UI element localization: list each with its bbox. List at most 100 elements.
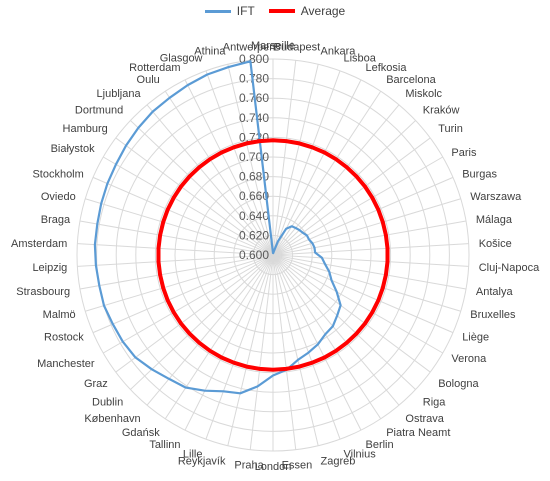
category-label: Cluj-Napoca <box>479 262 540 274</box>
grid-spoke <box>227 64 274 256</box>
grid-spoke <box>115 254 274 373</box>
category-label: Burgas <box>462 168 497 180</box>
legend-item-average: Average <box>268 4 346 18</box>
category-label: Riga <box>423 396 447 408</box>
grid-spoke <box>92 254 274 334</box>
grid-spoke <box>77 254 274 267</box>
category-label: København <box>84 413 140 425</box>
grid-spoke <box>272 254 416 390</box>
category-label: Rostock <box>44 332 84 344</box>
category-label: Amsterdam <box>11 238 67 250</box>
category-label: Turin <box>438 123 463 135</box>
legend-label-average: Average <box>300 4 346 18</box>
grid-spoke <box>164 254 274 420</box>
category-label: Verona <box>451 353 487 365</box>
grid-spoke <box>272 254 382 420</box>
legend-label-ift: IFT <box>236 4 255 18</box>
grid-spoke <box>272 60 297 256</box>
grid-spoke <box>85 254 274 312</box>
grid-spoke <box>79 254 274 290</box>
category-label: Rotterdam <box>129 62 180 74</box>
grid-spoke <box>272 254 469 267</box>
category-label: Reykjavík <box>178 455 226 467</box>
grid-spoke <box>272 79 362 256</box>
grid-spoke <box>272 254 467 290</box>
r-tick-label: 0.620 <box>239 228 269 242</box>
grid-spoke <box>205 254 274 440</box>
grid-spoke <box>272 254 443 354</box>
grid-spoke <box>272 254 400 406</box>
legend-item-ift: IFT <box>204 4 255 18</box>
category-label: Bologna <box>438 378 479 390</box>
category-label: Košice <box>479 238 512 250</box>
r-tick-label: 0.600 <box>239 248 269 262</box>
legend-swatch-average <box>268 9 295 13</box>
category-label: Málaga <box>476 214 513 226</box>
category-label: Manchester <box>37 358 95 370</box>
category-label: Malmö <box>43 309 76 321</box>
category-label: Leipzig <box>32 262 67 274</box>
category-label: Piatra Neamt <box>386 427 450 439</box>
category-label: Białystok <box>51 143 96 155</box>
grid-spoke <box>77 243 274 256</box>
category-label: Braga <box>41 214 71 226</box>
grid-spoke <box>79 220 274 256</box>
category-label: Marseille <box>251 40 295 52</box>
category-label: Strasbourg <box>16 286 70 298</box>
grid-spoke <box>103 254 274 354</box>
category-label: Vilnius <box>344 449 377 461</box>
grid-spoke <box>227 254 274 446</box>
category-label: Oulu <box>137 74 160 86</box>
r-tick-label: 0.660 <box>239 189 269 203</box>
grid-spoke <box>272 70 341 256</box>
grid-spoke <box>272 220 467 256</box>
category-label: Graz <box>84 378 108 390</box>
category-label: Stockholm <box>32 168 83 180</box>
category-label: Dublin <box>92 396 123 408</box>
grid-spoke <box>272 254 319 446</box>
category-label: Lefkosia <box>366 62 408 74</box>
r-tick-label: 0.740 <box>239 111 269 125</box>
grid-spoke <box>272 243 469 256</box>
series-line-ift <box>93 60 342 395</box>
grid-spoke <box>272 254 362 431</box>
grid-spoke <box>272 156 443 256</box>
grid-spoke <box>205 70 274 256</box>
grid-spoke <box>272 176 454 256</box>
grid-spoke <box>272 254 341 440</box>
category-label: Oviedo <box>41 191 76 203</box>
category-label: Berlin <box>366 439 394 451</box>
category-label: Budapest <box>274 41 320 53</box>
r-tick-label: 0.680 <box>239 170 269 184</box>
grid-spoke <box>272 198 461 256</box>
grid-spoke <box>272 254 431 373</box>
category-label: Glasgow <box>160 52 203 64</box>
grid-spoke <box>184 254 274 431</box>
r-tick-label: 0.780 <box>239 72 269 86</box>
grid-spoke <box>272 254 461 312</box>
category-label: Gdańsk <box>122 427 160 439</box>
category-label: Kraków <box>423 105 460 117</box>
grid-spoke <box>146 254 274 406</box>
category-label: Lille <box>183 449 203 461</box>
legend-swatch-ift <box>204 9 231 13</box>
category-label: Athina <box>194 46 226 58</box>
grid-spoke <box>92 176 274 256</box>
category-label: Warszawa <box>470 191 522 203</box>
category-label: Ankara <box>321 46 357 58</box>
category-label: London <box>255 461 292 473</box>
category-label: Essen <box>282 460 313 472</box>
grid-spoke <box>272 120 416 256</box>
series-line-average <box>156 138 390 372</box>
category-label: Zagreb <box>321 455 356 467</box>
category-label: Antalya <box>476 286 514 298</box>
category-label: Dortmund <box>75 105 123 117</box>
category-label: Hamburg <box>63 123 108 135</box>
grid-spoke <box>85 198 274 256</box>
category-label: Antwerpen <box>223 41 276 53</box>
grid-spoke <box>272 137 431 256</box>
category-label: Paris <box>451 147 477 159</box>
grid-spoke <box>272 254 454 334</box>
